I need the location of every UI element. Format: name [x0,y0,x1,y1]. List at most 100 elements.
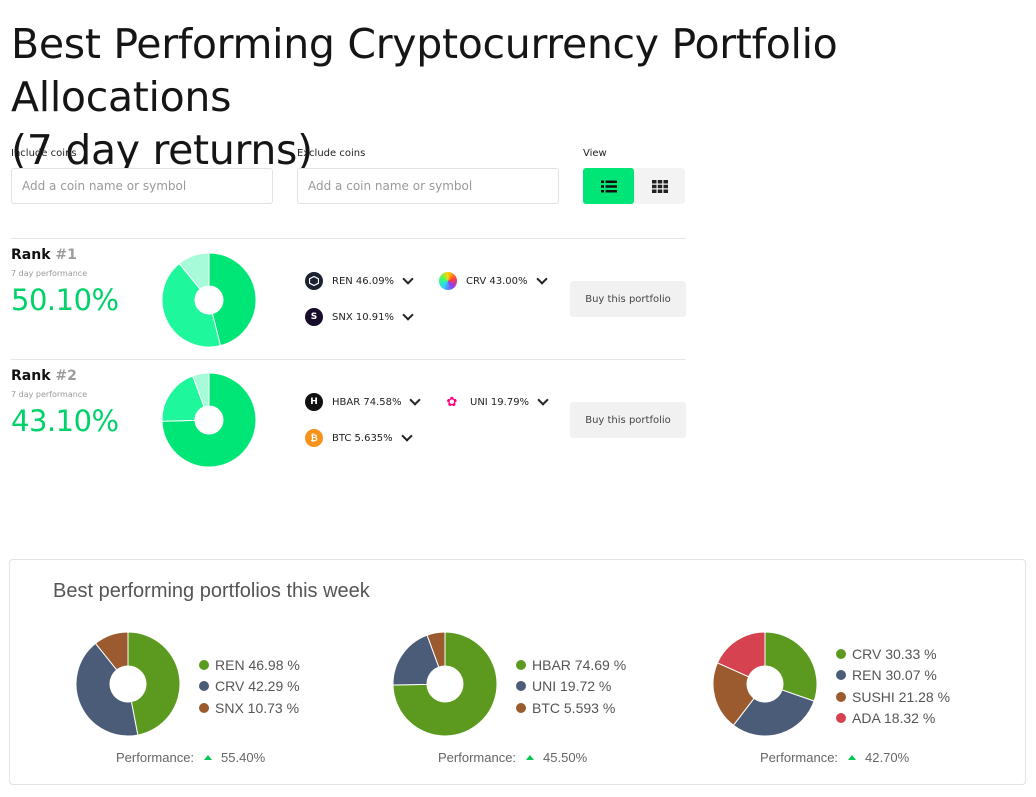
rank-1-buy-button[interactable]: Buy this portfolio [570,281,686,317]
ren-icon [305,272,323,290]
legend-dot [516,659,526,670]
donut-slice [764,632,817,702]
donut-slice [426,632,446,668]
donut-slice [716,632,766,678]
best-portfolio-3-legend: CRV 30.33 % REN 30.07 % SUSHI 21.28 % AD… [836,643,950,729]
include-coins-input[interactable] [11,168,273,204]
legend-item: CRV 42.29 % [199,676,300,698]
donut-slice [76,642,139,736]
donut-slice [732,689,815,736]
best-portfolio-3-donut [713,632,817,736]
best-portfolio-3-performance: Performance: 42.70% [760,750,909,765]
best-portfolios-title: Best performing portfolios this week [53,580,370,602]
chevron-down-icon [537,394,549,406]
grid-view-button[interactable] [634,168,685,204]
up-arrow-icon [848,755,857,760]
page-title-line2: (7 day returns) [11,126,313,174]
rank-1-perf-value: 50.10% [11,283,119,317]
donut-slice [178,252,210,290]
rank-1-coin-ren-label: REN 46.09% [332,275,395,287]
best-portfolio-1-legend: REN 46.98 % CRV 42.29 % SNX 10.73 % [199,654,300,719]
rank-1-title: Rank #1 [11,247,77,263]
chevron-down-icon [402,273,414,285]
include-coins-label: Include coins [11,148,77,159]
legend-label: BTC 5.593 % [532,699,616,716]
performance-label: Performance: [760,750,839,765]
rank-1-coin-snx-label: SNX 10.91% [332,311,394,323]
donut-slice [208,252,257,347]
rank-2-buy-button[interactable]: Buy this portfolio [570,402,686,438]
best-portfolio-2-performance: Performance: 45.50% [438,750,587,765]
legend-dot [516,681,526,692]
donut-slice [161,375,205,422]
btc-icon: ₿ [305,429,323,447]
performance-label: Performance: [116,750,195,765]
legend-label: REN 46.98 % [215,656,300,673]
view-label: View [583,148,607,159]
rank-1-coin-snx[interactable]: S SNX 10.91% [305,308,414,326]
legend-label: CRV 42.29 % [215,678,300,695]
chevron-down-icon [402,309,414,321]
rank-1-coin-ren[interactable]: REN 46.09% [305,272,414,290]
best-portfolio-2-donut [393,632,497,736]
page-title: Best Performing Cryptocurrency Portfolio… [11,18,1031,177]
legend-item: BTC 5.593 % [516,697,626,719]
list-view-icon [600,180,617,192]
legend-dot [836,670,846,681]
rank-2-perf-label: 7 day performance [11,390,88,399]
rank-2-coin-hbar[interactable]: H HBAR 74.58% [305,393,422,411]
performance-value: 45.50% [543,750,588,765]
chevron-down-icon [535,273,548,285]
best-portfolio-2-legend: HBAR 74.69 % UNI 19.72 % BTC 5.593 % [516,654,626,719]
rank-2-title: Rank #2 [11,368,77,384]
rank-2-coin-hbar-label: HBAR 74.58% [332,396,402,408]
legend-label: CRV 30.33 % [852,645,937,662]
rank-1-perf-label: 7 day performance [11,269,88,278]
up-arrow-icon [526,755,535,760]
performance-label: Performance: [438,750,517,765]
rank-2-coin-uni[interactable]: ✿ UNI 19.79% [443,393,549,411]
rank-2-perf-value: 43.10% [11,404,119,438]
donut-slice [127,632,180,736]
legend-item: REN 30.07 % [836,665,950,687]
best-portfolio-1-donut [76,632,180,736]
legend-item: REN 46.98 % [199,654,300,676]
donut-slice [713,662,755,726]
rank-2-coin-btc[interactable]: ₿ BTC 5.635% [305,429,413,447]
donut-slice [161,372,257,468]
row-divider [11,359,686,360]
donut-slice [192,372,210,408]
legend-dot [836,648,846,659]
performance-value: 42.70% [865,750,910,765]
crv-icon [439,272,457,290]
rank-1-coin-crv[interactable]: CRV 43.00% [439,272,548,290]
page-title-line1: Best Performing Cryptocurrency Portfolio… [11,20,838,121]
rank-2-coin-btc-label: BTC 5.635% [332,432,393,444]
legend-label: HBAR 74.69 % [532,656,627,673]
donut-slice [161,262,222,348]
rank-2-label: Rank [11,368,51,384]
legend-item: SNX 10.73 % [199,697,300,719]
rank-1-allocation-donut [161,252,257,348]
snx-icon: S [305,308,323,326]
donut-slice [94,632,129,671]
legend-label: SUSHI 21.28 % [852,688,951,705]
exclude-coins-input[interactable] [297,168,559,204]
legend-label: UNI 19.72 % [532,678,612,695]
legend-label: REN 30.07 % [852,667,937,684]
legend-dot [199,681,209,692]
best-portfolios-panel: Best performing portfolios this week REN… [9,559,1026,785]
rank-2-allocation-donut [161,372,257,468]
legend-item: UNI 19.72 % [516,676,626,698]
chevron-down-icon [401,430,413,442]
hbar-icon: H [305,393,323,411]
rank-2-number: #2 [55,368,77,384]
list-view-button[interactable] [583,168,634,204]
row-divider [11,238,686,239]
performance-value: 55.40% [221,750,266,765]
legend-item: CRV 30.33 % [836,643,950,665]
legend-dot [199,659,209,670]
exclude-coins-label: Exclude coins [297,148,366,159]
uni-icon: ✿ [443,393,461,411]
up-arrow-icon [204,755,213,760]
